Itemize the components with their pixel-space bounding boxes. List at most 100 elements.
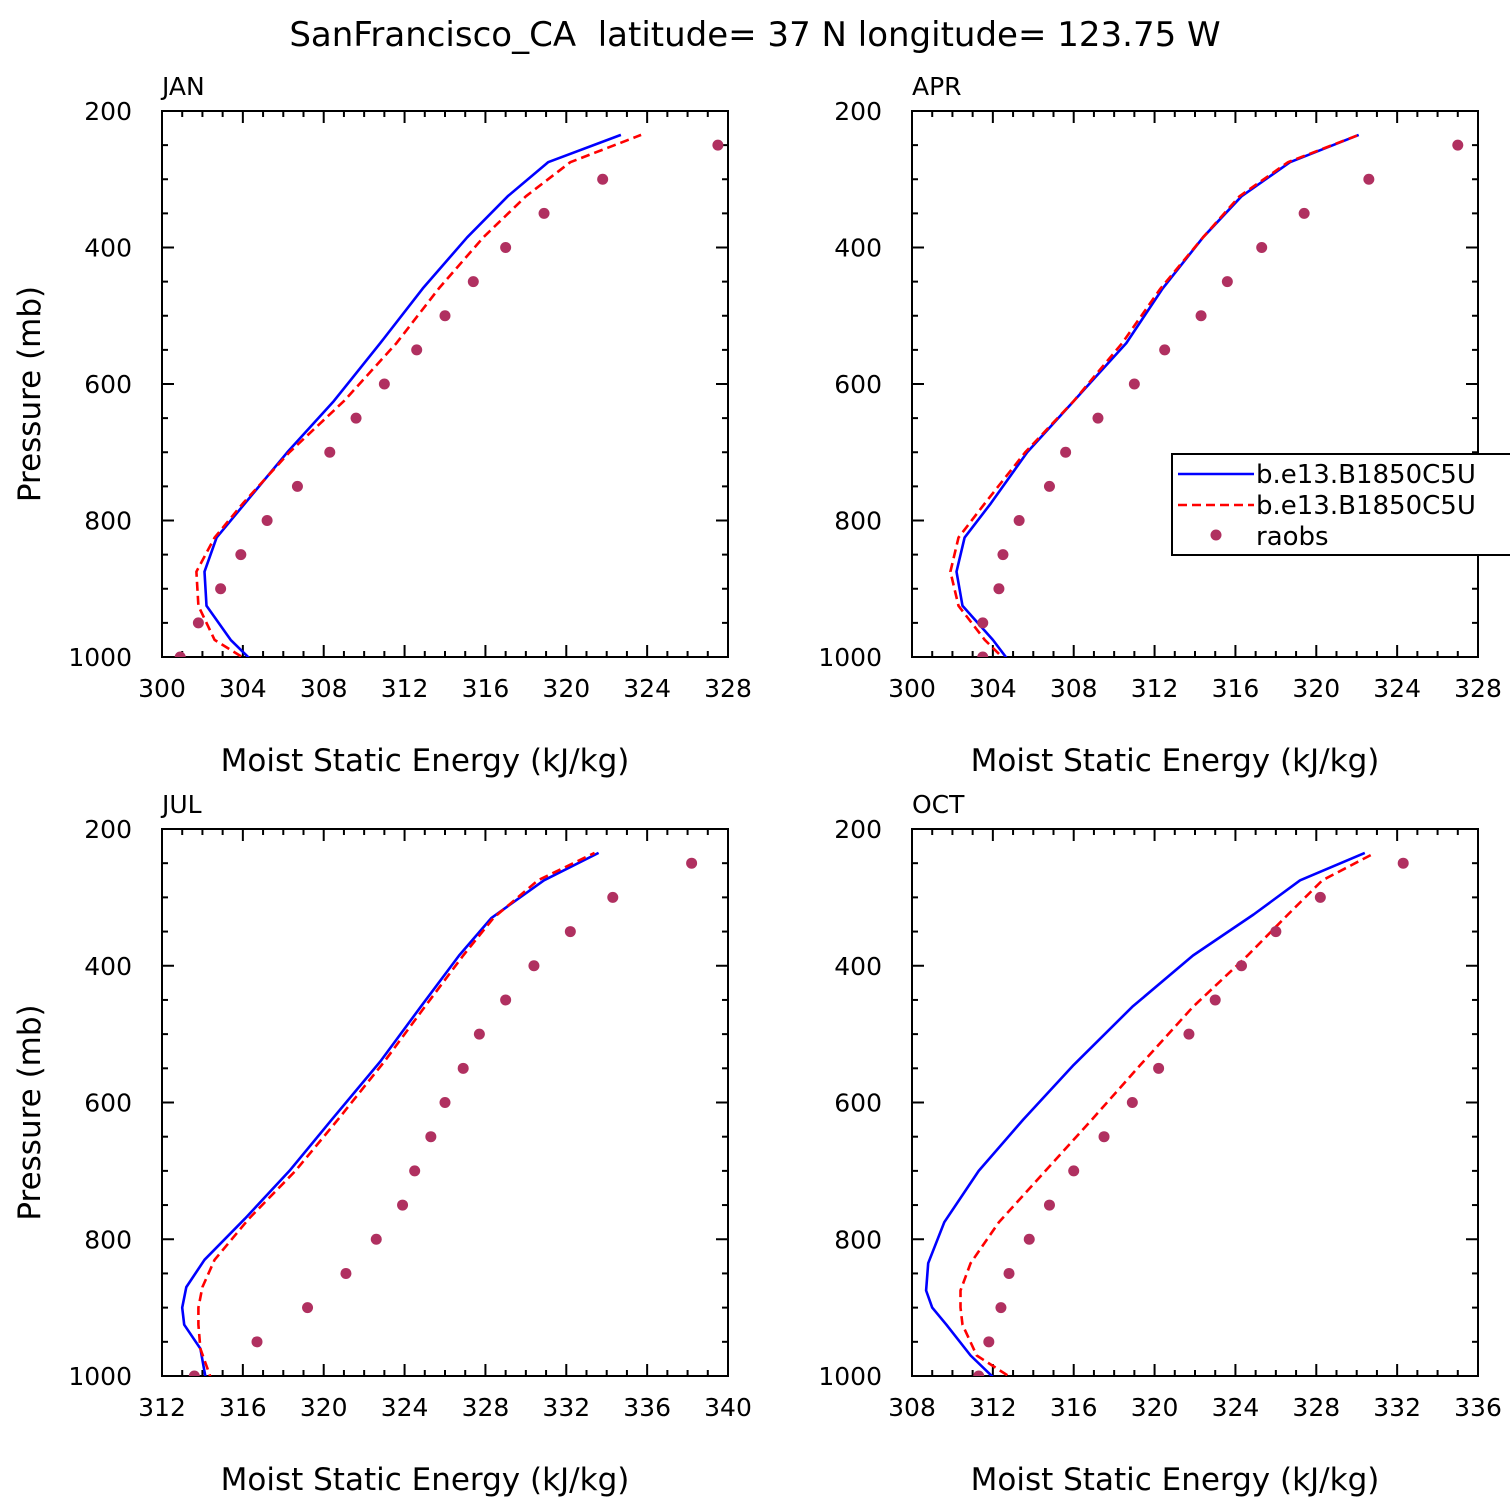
x-tick-label: 312 (1131, 674, 1179, 703)
y-tick-label: 200 (834, 815, 882, 844)
panels: 300 304 308 312 316 320 324 328 200 400 600 800 1000… (12, 72, 1510, 1498)
data-area (174, 133, 724, 657)
raobs-point (538, 207, 550, 219)
raobs-point (597, 173, 609, 185)
raobs-point (995, 1302, 1007, 1314)
y-tick-label: 800 (84, 1225, 132, 1254)
y-tick-label: 600 (834, 370, 882, 399)
raobs-point (1043, 1199, 1055, 1211)
raobs-point (1159, 344, 1171, 356)
x-tick-label: 324 (623, 674, 671, 703)
raobs-point (1153, 1062, 1165, 1074)
panel-label: JAN (160, 72, 205, 101)
x-tick-label: 308 (300, 674, 348, 703)
raobs-point (1043, 480, 1055, 492)
raobs-point (1003, 1267, 1015, 1279)
raobs-point (235, 549, 247, 561)
raobs-point (1183, 1028, 1195, 1040)
raobs-point (712, 139, 724, 151)
raobs-point (370, 1233, 382, 1245)
y-tick-label: 1000 (818, 643, 882, 672)
raobs-point (1397, 857, 1409, 869)
x-tick-label: 324 (1212, 1393, 1260, 1422)
plot-frame (911, 110, 1479, 658)
x-axis-label: Moist Static Energy (kJ/kg) (221, 743, 630, 779)
x-tick-label: 300 (888, 674, 936, 703)
y-tick-label: 400 (834, 952, 882, 981)
legend-swatch-marker (1210, 529, 1222, 541)
raobs-point (425, 1131, 437, 1143)
y-tick-label: 800 (84, 507, 132, 536)
raobs-point (528, 960, 540, 972)
raobs-point (1209, 994, 1221, 1006)
raobs-point (409, 1165, 421, 1177)
raobs-point (411, 344, 423, 356)
x-tick-label: 324 (381, 1393, 429, 1422)
y-tick-label: 1000 (818, 1362, 882, 1391)
y-tick-label: 1000 (68, 1362, 132, 1391)
y-tick-label: 1000 (68, 643, 132, 672)
x-tick-label: 312 (138, 1393, 186, 1422)
raobs-point (188, 1370, 200, 1376)
panel-label: OCT (912, 790, 965, 819)
x-tick-label: 300 (138, 674, 186, 703)
series-line-solid (924, 851, 1366, 1376)
raobs-point (997, 549, 1009, 561)
raobs-point (1098, 1131, 1110, 1143)
series-line-solid (955, 133, 1360, 657)
raobs-point (324, 446, 336, 458)
y-tick-label: 400 (834, 234, 882, 263)
x-tick-label: 328 (462, 1393, 510, 1422)
raobs-point (1298, 207, 1310, 219)
series-line-solid (203, 133, 622, 657)
y-tick-label: 600 (834, 1089, 882, 1118)
x-tick-label: 332 (542, 1393, 590, 1422)
x-tick-label: 328 (1454, 674, 1502, 703)
y-tick-label: 600 (84, 1089, 132, 1118)
legend-entry-label: raobs (1256, 522, 1329, 552)
y-tick-label: 800 (834, 507, 882, 536)
raobs-point (397, 1199, 409, 1211)
plot-frame (161, 110, 729, 658)
panel-label: APR (912, 72, 962, 101)
series-line-dashed (195, 133, 642, 657)
x-axis-label: Moist Static Energy (kJ/kg) (971, 1462, 1380, 1498)
raobs-point (251, 1336, 263, 1348)
raobs-point (1195, 310, 1207, 322)
raobs-point (993, 583, 1005, 595)
panel-jan: 300 304 308 312 316 320 324 328 200 400 600 800 1000… (12, 72, 752, 779)
raobs-point (439, 1097, 451, 1108)
raobs-point (607, 891, 619, 903)
legend-entry-label: b.e13.B1850C5U (1256, 460, 1476, 490)
series-line-dashed (197, 851, 596, 1376)
x-tick-label: 336 (623, 1393, 671, 1422)
x-tick-label: 324 (1373, 674, 1421, 703)
y-tick-label: 400 (84, 952, 132, 981)
figure-title: SanFrancisco_CA latitude= 37 N longitude… (289, 15, 1220, 55)
x-tick-label: 340 (704, 1393, 752, 1422)
raobs-point (261, 515, 273, 526)
raobs-point (500, 994, 512, 1006)
raobs-point (1068, 1165, 1080, 1177)
raobs-point (1363, 173, 1375, 185)
x-tick-label: 304 (219, 674, 267, 703)
x-tick-label: 332 (1373, 1393, 1421, 1422)
raobs-point (1126, 1097, 1138, 1108)
y-tick-label: 800 (834, 1225, 882, 1254)
panel-oct: 308 312 316 320 324 328 332 336 200 400 600 800 1000… (818, 790, 1501, 1498)
x-tick-label: 312 (381, 674, 429, 703)
x-tick-label: 328 (1292, 1393, 1340, 1422)
series-line-dashed (959, 851, 1376, 1376)
data-area (924, 851, 1409, 1376)
x-tick-label: 320 (542, 674, 590, 703)
raobs-point (1128, 378, 1140, 390)
x-tick-label: 336 (1454, 1393, 1502, 1422)
raobs-point (564, 926, 576, 938)
raobs-point (500, 242, 512, 253)
raobs-point (1092, 412, 1104, 424)
y-axis-label: Pressure (mb) (12, 286, 48, 502)
y-tick-label: 200 (84, 815, 132, 844)
raobs-point (473, 1028, 485, 1040)
x-tick-label: 308 (1050, 674, 1098, 703)
